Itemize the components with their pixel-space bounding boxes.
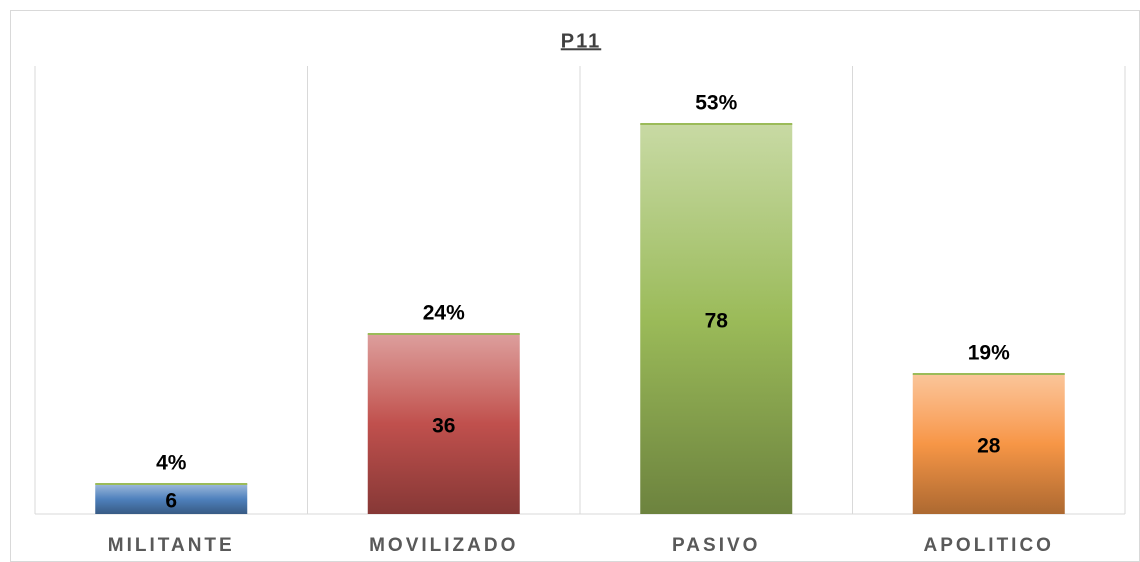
x-tick-label: MILITANTE <box>108 535 235 556</box>
x-tick-label: PASIVO <box>672 535 760 556</box>
bar <box>640 124 793 514</box>
percent-label: 53% <box>695 92 737 115</box>
percent-label: 24% <box>423 302 465 325</box>
chart-title: P11 <box>561 30 601 52</box>
bar-value-label: 78 <box>705 310 729 333</box>
bar <box>912 374 1065 514</box>
percent-label: 4% <box>156 452 187 475</box>
bar <box>367 334 520 514</box>
bar-value-label: 36 <box>432 415 455 438</box>
percent-label: 19% <box>968 342 1010 365</box>
bar-value-label: 28 <box>977 435 1001 458</box>
x-tick-label: MOVILIZADO <box>369 535 518 556</box>
bar <box>95 484 248 514</box>
x-tick-label: APOLITICO <box>924 535 1054 556</box>
bar-value-label: 6 <box>165 490 177 513</box>
